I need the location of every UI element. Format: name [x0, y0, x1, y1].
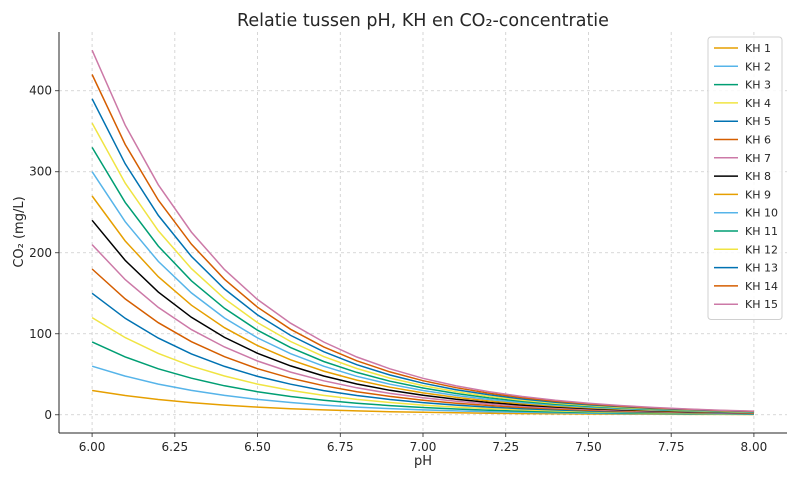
- legend-label: KH 1: [745, 42, 771, 55]
- legend-label: KH 4: [745, 97, 771, 110]
- y-tick-label: 200: [29, 246, 52, 260]
- x-tick-label: 6.50: [244, 440, 271, 454]
- legend-label: KH 7: [745, 152, 771, 165]
- x-tick-label: 6.75: [327, 440, 354, 454]
- y-tick-label: 100: [29, 327, 52, 341]
- x-tick-label: 7.25: [492, 440, 519, 454]
- legend: KH 1 KH 2 KH 3 KH 4 KH 5 KH 6 KH 7 KH 8 KH 9 KH 1…: [707, 36, 783, 320]
- chart-title: Relatie tussen pH, KH en CO₂-concentrati…: [237, 11, 609, 31]
- axes: 6.00 6.25 6.50 6.75 7.00 7.25 7.50 7.75 8.00 0 100…: [29, 32, 787, 454]
- y-axis-label: CO₂ (mg/L): [12, 196, 27, 267]
- legend-label: KH 9: [745, 188, 771, 201]
- grid: [59, 32, 787, 433]
- x-tick-label: 8.00: [741, 440, 768, 454]
- x-tick-label: 7.00: [410, 440, 437, 454]
- series-line-kh-15: [91, 49, 754, 412]
- y-tick-label: 300: [29, 165, 52, 179]
- x-tick-label: 7.75: [658, 440, 685, 454]
- legend-label: KH 5: [745, 115, 771, 128]
- series-lines: [91, 49, 754, 416]
- legend-label: KH 6: [745, 134, 771, 147]
- legend-label: KH 3: [745, 79, 771, 92]
- legend-label: KH 14: [745, 280, 778, 293]
- legend-label: KH 2: [745, 60, 771, 73]
- legend-label: KH 8: [745, 170, 771, 183]
- legend-label: KH 11: [745, 225, 778, 238]
- legend-label: KH 12: [745, 243, 778, 256]
- legend-label: KH 13: [745, 262, 778, 275]
- y-tick-label: 0: [44, 408, 52, 422]
- y-tick-label: 400: [29, 84, 52, 98]
- legend-label: KH 15: [745, 298, 778, 311]
- x-axis-label: pH: [414, 454, 432, 469]
- x-tick-label: 6.25: [161, 440, 188, 454]
- x-tick-label: 7.50: [575, 440, 602, 454]
- legend-label: KH 10: [745, 207, 778, 220]
- x-tick-label: 6.00: [79, 440, 106, 454]
